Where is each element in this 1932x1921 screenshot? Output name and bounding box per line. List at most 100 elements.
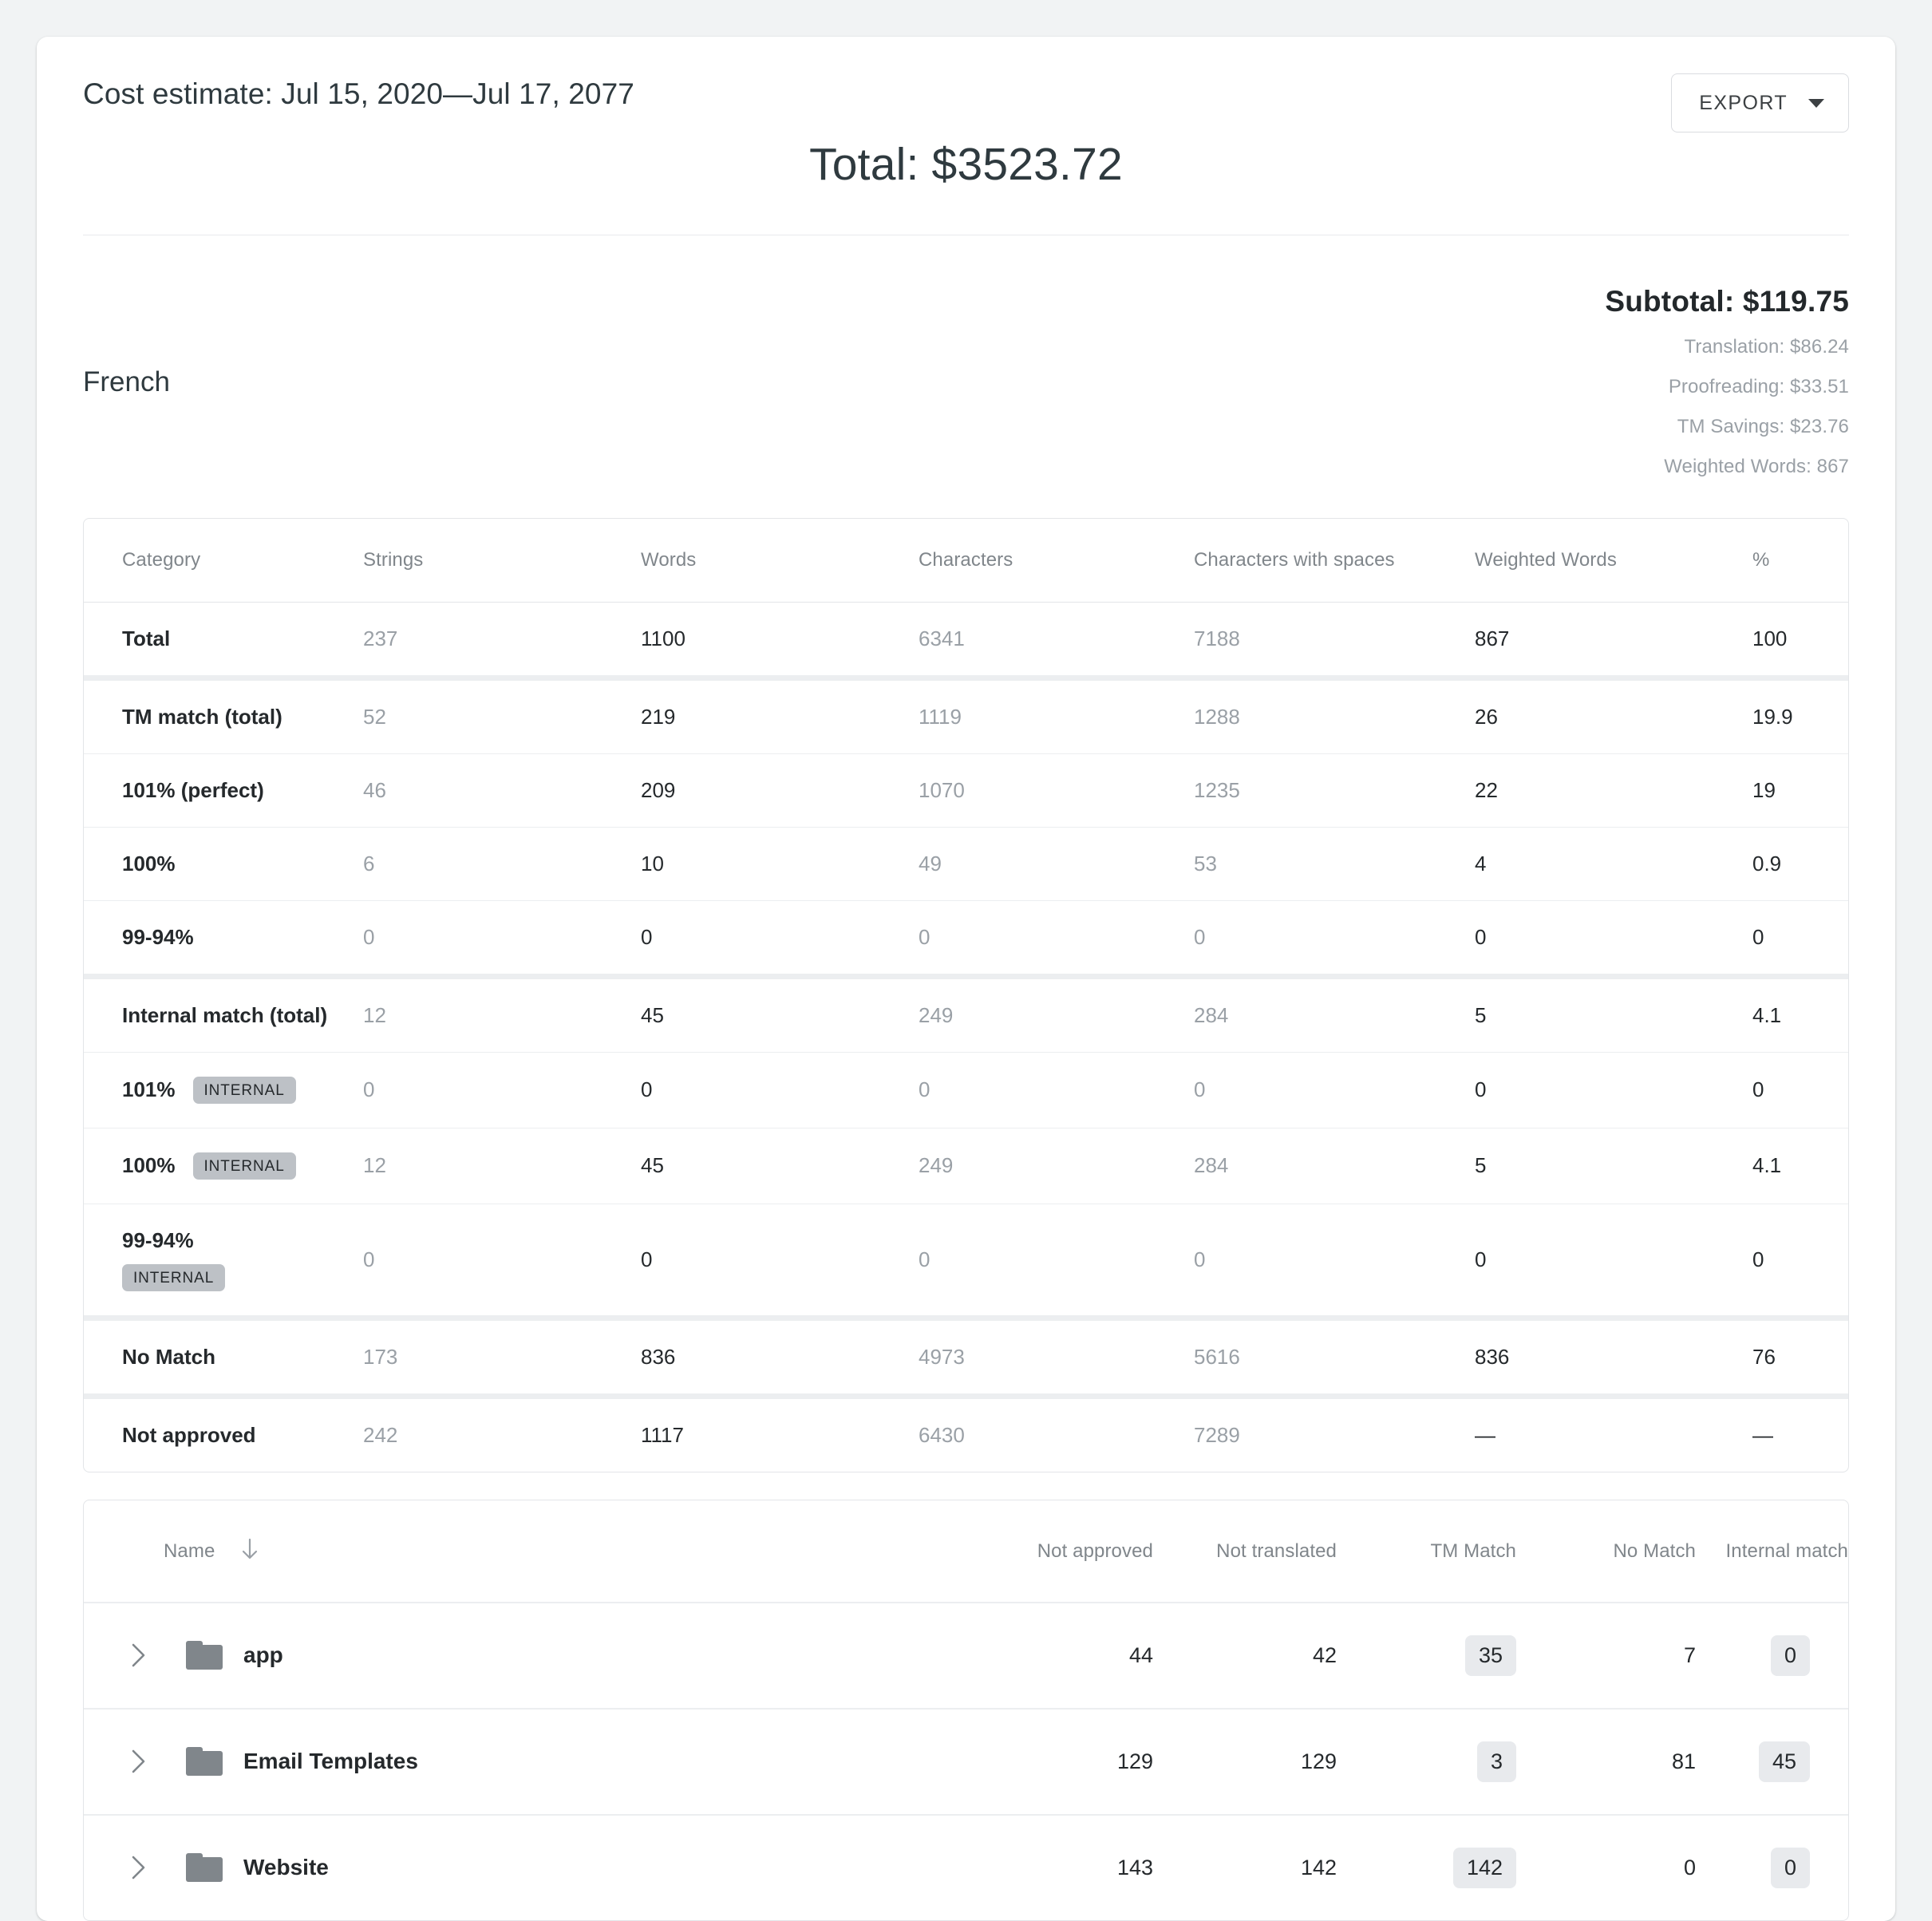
language-summary: French Subtotal: $119.75 Translation: $8…: [37, 235, 1895, 478]
export-button[interactable]: EXPORT: [1671, 73, 1849, 132]
col-characters: Characters: [919, 548, 1013, 571]
folder-icon: [186, 1641, 223, 1670]
page-title: Cost estimate: Jul 15, 2020—Jul 17, 2077: [83, 77, 634, 110]
col-percent: %: [1752, 548, 1770, 571]
weighted-words-cell: 867: [1475, 626, 1510, 650]
words-cell: 219: [641, 704, 676, 729]
category-wrapper: 100%: [122, 852, 363, 876]
characters-cell: 249: [919, 1153, 954, 1178]
words-cell: 1117: [641, 1422, 684, 1447]
file-name-cell: Website: [84, 1815, 970, 1920]
category-cell: Not approved: [84, 1396, 363, 1472]
tm-match-cell: 35: [1337, 1603, 1516, 1709]
weighted-words: Weighted Words: 867: [1664, 455, 1849, 477]
folder-label: Email Templates: [243, 1749, 418, 1774]
col-strings: Strings: [363, 548, 424, 571]
category-wrapper: 99-94%: [122, 925, 363, 950]
weighted-words-cell: 5: [1475, 1002, 1487, 1027]
category-cell: Total: [84, 602, 363, 678]
export-button-label: EXPORT: [1699, 91, 1788, 114]
characters-with-spaces-cell: 7289: [1194, 1422, 1240, 1447]
percent-cell: —: [1752, 1422, 1773, 1447]
strings-cell: 46: [363, 777, 386, 802]
characters-cell: 6430: [919, 1422, 965, 1447]
col-not-approved[interactable]: Not approved: [1037, 1540, 1153, 1563]
table-row: 101% (perfect) 46 209 1070 1235 22 19: [84, 753, 1848, 827]
category-cell: 101% INTERNAL: [84, 1052, 363, 1128]
file-name-cell: Email Templates: [84, 1709, 970, 1815]
category-cell: 101% (perfect): [84, 753, 363, 827]
category-label: 99-94%: [122, 924, 194, 949]
folder-label: Website: [243, 1855, 329, 1880]
tm-match-cell: 3: [1337, 1709, 1516, 1815]
strings-cell: 0: [363, 1077, 375, 1102]
chevron-down-icon: [1808, 98, 1824, 108]
characters-cell: 1070: [919, 777, 965, 802]
characters-cell: 0: [919, 924, 930, 949]
chevron-right-icon[interactable]: [113, 1748, 164, 1775]
category-cell: 99-94%: [84, 900, 363, 976]
weighted-words-cell: 26: [1475, 704, 1498, 729]
file-row-name: Email Templates: [84, 1747, 970, 1777]
files-header-row: Name Not approved Not translated TM Matc…: [84, 1500, 1848, 1603]
percent-cell: 19.9: [1752, 704, 1793, 729]
col-not-translated[interactable]: Not translated: [1216, 1540, 1337, 1563]
file-row-name: Website: [84, 1853, 970, 1883]
words-cell: 1100: [641, 626, 685, 650]
no-match-cell: 7: [1683, 1642, 1696, 1667]
table-row: 99-94% INTERNAL 0 0 0 0 0 0: [84, 1204, 1848, 1318]
characters-cell: 4973: [919, 1344, 965, 1369]
internal-badge: INTERNAL: [122, 1263, 226, 1291]
tm-match-badge: 3: [1476, 1741, 1516, 1782]
strings-cell: 237: [363, 626, 398, 650]
not-approved-cell: 129: [1116, 1749, 1153, 1773]
col-name[interactable]: Name: [84, 1500, 970, 1603]
category-label: 99-94%: [122, 1227, 194, 1252]
words-cell: 209: [641, 777, 676, 802]
category-label: No Match: [122, 1344, 215, 1369]
not-translated-cell: 142: [1300, 1855, 1337, 1879]
grand-total: Total: $3523.72: [809, 138, 1123, 190]
internal-match-badge: 0: [1770, 1634, 1810, 1676]
table-row[interactable]: Email Templates 129 129 3 81 45: [84, 1708, 1848, 1815]
table-row[interactable]: app 44 42 35 7 0: [84, 1603, 1848, 1709]
tm-match-cell: 142: [1337, 1815, 1516, 1920]
characters-with-spaces-cell: 7188: [1194, 626, 1240, 650]
not-approved-cell: 44: [1128, 1642, 1153, 1667]
col-no-match[interactable]: No Match: [1613, 1540, 1696, 1563]
table-row[interactable]: Website 143 142 142 0 0: [84, 1814, 1848, 1920]
percent-cell: 0: [1752, 924, 1764, 949]
chevron-right-icon[interactable]: [113, 1642, 164, 1669]
files-table: Name Not approved Not translated TM Matc…: [83, 1499, 1849, 1921]
col-internal-match[interactable]: Internal match: [1725, 1540, 1848, 1563]
percent-cell: 0.9: [1752, 851, 1782, 876]
category-wrapper: 99-94% INTERNAL: [122, 1228, 363, 1291]
subtotal-block: Subtotal: $119.75 Translation: $86.24 Pr…: [83, 285, 1849, 478]
category-wrapper: No Match: [122, 1345, 363, 1370]
card-header: Cost estimate: Jul 15, 2020—Jul 17, 2077…: [37, 37, 1895, 235]
characters-with-spaces-cell: 284: [1194, 1153, 1229, 1178]
statistics-table-head: Category Strings Words Characters Charac…: [84, 519, 1848, 603]
characters-with-spaces-cell: 1288: [1194, 704, 1240, 729]
category-wrapper: Internal match (total): [122, 1003, 363, 1028]
col-tm-match[interactable]: TM Match: [1430, 1540, 1516, 1563]
category-label: 101%: [122, 1077, 176, 1102]
category-label: 100%: [122, 851, 176, 876]
not-translated-cell: 42: [1312, 1642, 1337, 1667]
percent-cell: 0: [1752, 1077, 1764, 1102]
internal-match-cell: 45: [1696, 1709, 1848, 1815]
characters-cell: 1119: [919, 704, 962, 729]
category-label: TM match (total): [122, 704, 282, 729]
chevron-right-icon[interactable]: [113, 1854, 164, 1881]
category-cell: 100%: [84, 827, 363, 900]
internal-badge: INTERNAL: [192, 1076, 296, 1104]
weighted-words-cell: 22: [1475, 777, 1498, 802]
characters-cell: 49: [919, 851, 942, 876]
category-label: 101% (perfect): [122, 777, 264, 802]
strings-cell: 173: [363, 1344, 398, 1369]
strings-cell: 0: [363, 924, 375, 949]
percent-cell: 4.1: [1752, 1153, 1782, 1178]
table-row: Not approved 242 1117 6430 7289 — —: [84, 1396, 1848, 1472]
col-words: Words: [641, 548, 697, 571]
characters-cell: 0: [919, 1247, 930, 1271]
